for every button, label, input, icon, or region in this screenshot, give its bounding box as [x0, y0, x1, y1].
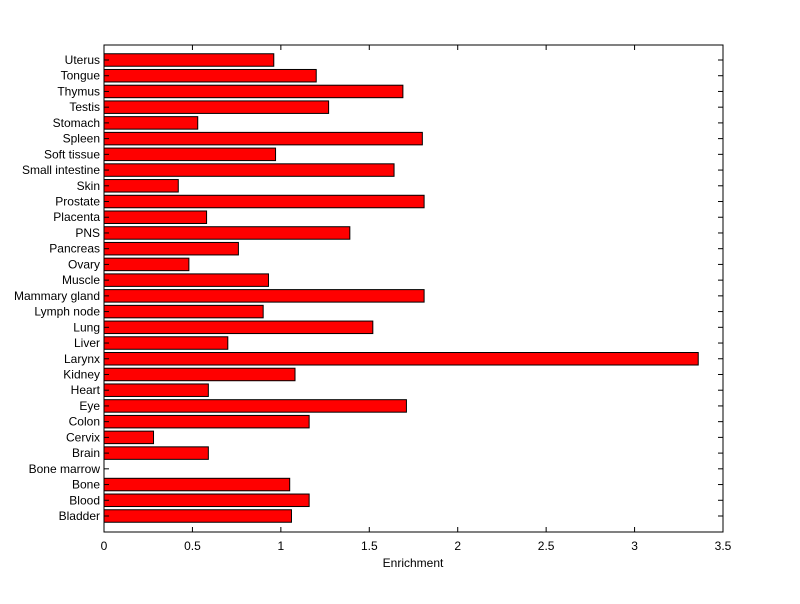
bar-eye — [103, 399, 407, 413]
bar-kidney — [103, 367, 296, 382]
y-tick-label: Eye — [79, 399, 100, 413]
y-tick-label: Stomach — [53, 116, 100, 130]
y-tick-label: Kidney — [63, 367, 100, 381]
y-tick-label: Blood — [69, 493, 100, 507]
y-tick-label: Uterus — [65, 53, 100, 67]
y-tick-label: Small intestine — [22, 163, 100, 177]
bar-mammary-gland — [103, 289, 425, 303]
bar-stomach — [103, 116, 199, 130]
x-tick-labels: 0 0.5 1 1.5 2 2.5 3 3.5 — [101, 539, 732, 553]
bar-heart — [103, 383, 209, 397]
y-tick-label: Testis — [69, 100, 100, 114]
bar-brain — [103, 446, 209, 460]
y-tick-label: Prostate — [55, 195, 100, 209]
bar-larynx — [103, 352, 699, 366]
y-tick-label: PNS — [75, 226, 100, 240]
x-tick-label: 1.5 — [361, 539, 378, 553]
bar-ovary — [103, 257, 190, 272]
x-tick-label: 1 — [278, 539, 285, 553]
bar-tongue — [103, 68, 317, 83]
y-tick-label: Larynx — [64, 352, 100, 366]
y-tick-label: Tongue — [61, 69, 101, 83]
bar-thymus — [103, 84, 404, 99]
bar-bone — [103, 477, 291, 492]
y-tick-label: Liver — [74, 336, 100, 350]
x-tick-label: 0.5 — [184, 539, 201, 553]
y-tick-label: Placenta — [53, 210, 100, 224]
bar-liver — [103, 336, 229, 350]
x-tick-label: 3.5 — [715, 539, 732, 553]
bar-lung — [103, 320, 374, 335]
y-tick-label: Pancreas — [49, 242, 100, 256]
bar-cervix — [103, 430, 155, 445]
x-tick-label: 2 — [454, 539, 461, 553]
y-tick-label: Soft tissue — [44, 147, 100, 161]
bar-pns — [103, 226, 351, 240]
y-tick-label: Skin — [77, 179, 100, 193]
bar-uterus — [103, 53, 275, 67]
bar-testis — [103, 100, 330, 114]
bar-small-intestine — [103, 163, 395, 177]
bar-soft-tissue — [103, 147, 277, 162]
bar-colon — [103, 414, 310, 429]
y-tick-label: Cervix — [66, 430, 100, 444]
y-tick-label: Mammary gland — [14, 289, 100, 303]
y-tick-label: Colon — [69, 415, 100, 429]
x-tick-label: 0 — [101, 539, 108, 553]
bar-spleen — [103, 131, 423, 146]
bar-pancreas — [103, 241, 239, 256]
x-axis-label: Enrichment — [383, 556, 444, 570]
ticks-layer — [103, 45, 724, 532]
y-tick-label: Bladder — [59, 509, 100, 523]
bar-prostate — [103, 194, 425, 209]
bar-bladder — [103, 509, 292, 523]
y-tick-label: Spleen — [63, 132, 100, 146]
plot-frame — [103, 44, 724, 533]
y-tick-label: Bone marrow — [29, 462, 101, 476]
y-tick-label: Thymus — [57, 84, 100, 98]
bar-lymph-node — [103, 304, 264, 319]
x-tick-label: 2.5 — [538, 539, 555, 553]
y-tick-label: Heart — [71, 383, 101, 397]
y-tick-label: Muscle — [62, 273, 100, 287]
bar-muscle — [103, 273, 269, 287]
y-tick-label: Lymph node — [34, 305, 100, 319]
y-tick-label: Bone — [72, 478, 100, 492]
y-tick-label: Lung — [73, 320, 100, 334]
y-tick-label: Brain — [72, 446, 100, 460]
bar-blood — [103, 493, 310, 508]
x-tick-label: 3 — [631, 539, 638, 553]
bar-skin — [103, 179, 179, 193]
bar-placenta — [103, 210, 208, 224]
y-tick-label: Ovary — [68, 257, 100, 271]
